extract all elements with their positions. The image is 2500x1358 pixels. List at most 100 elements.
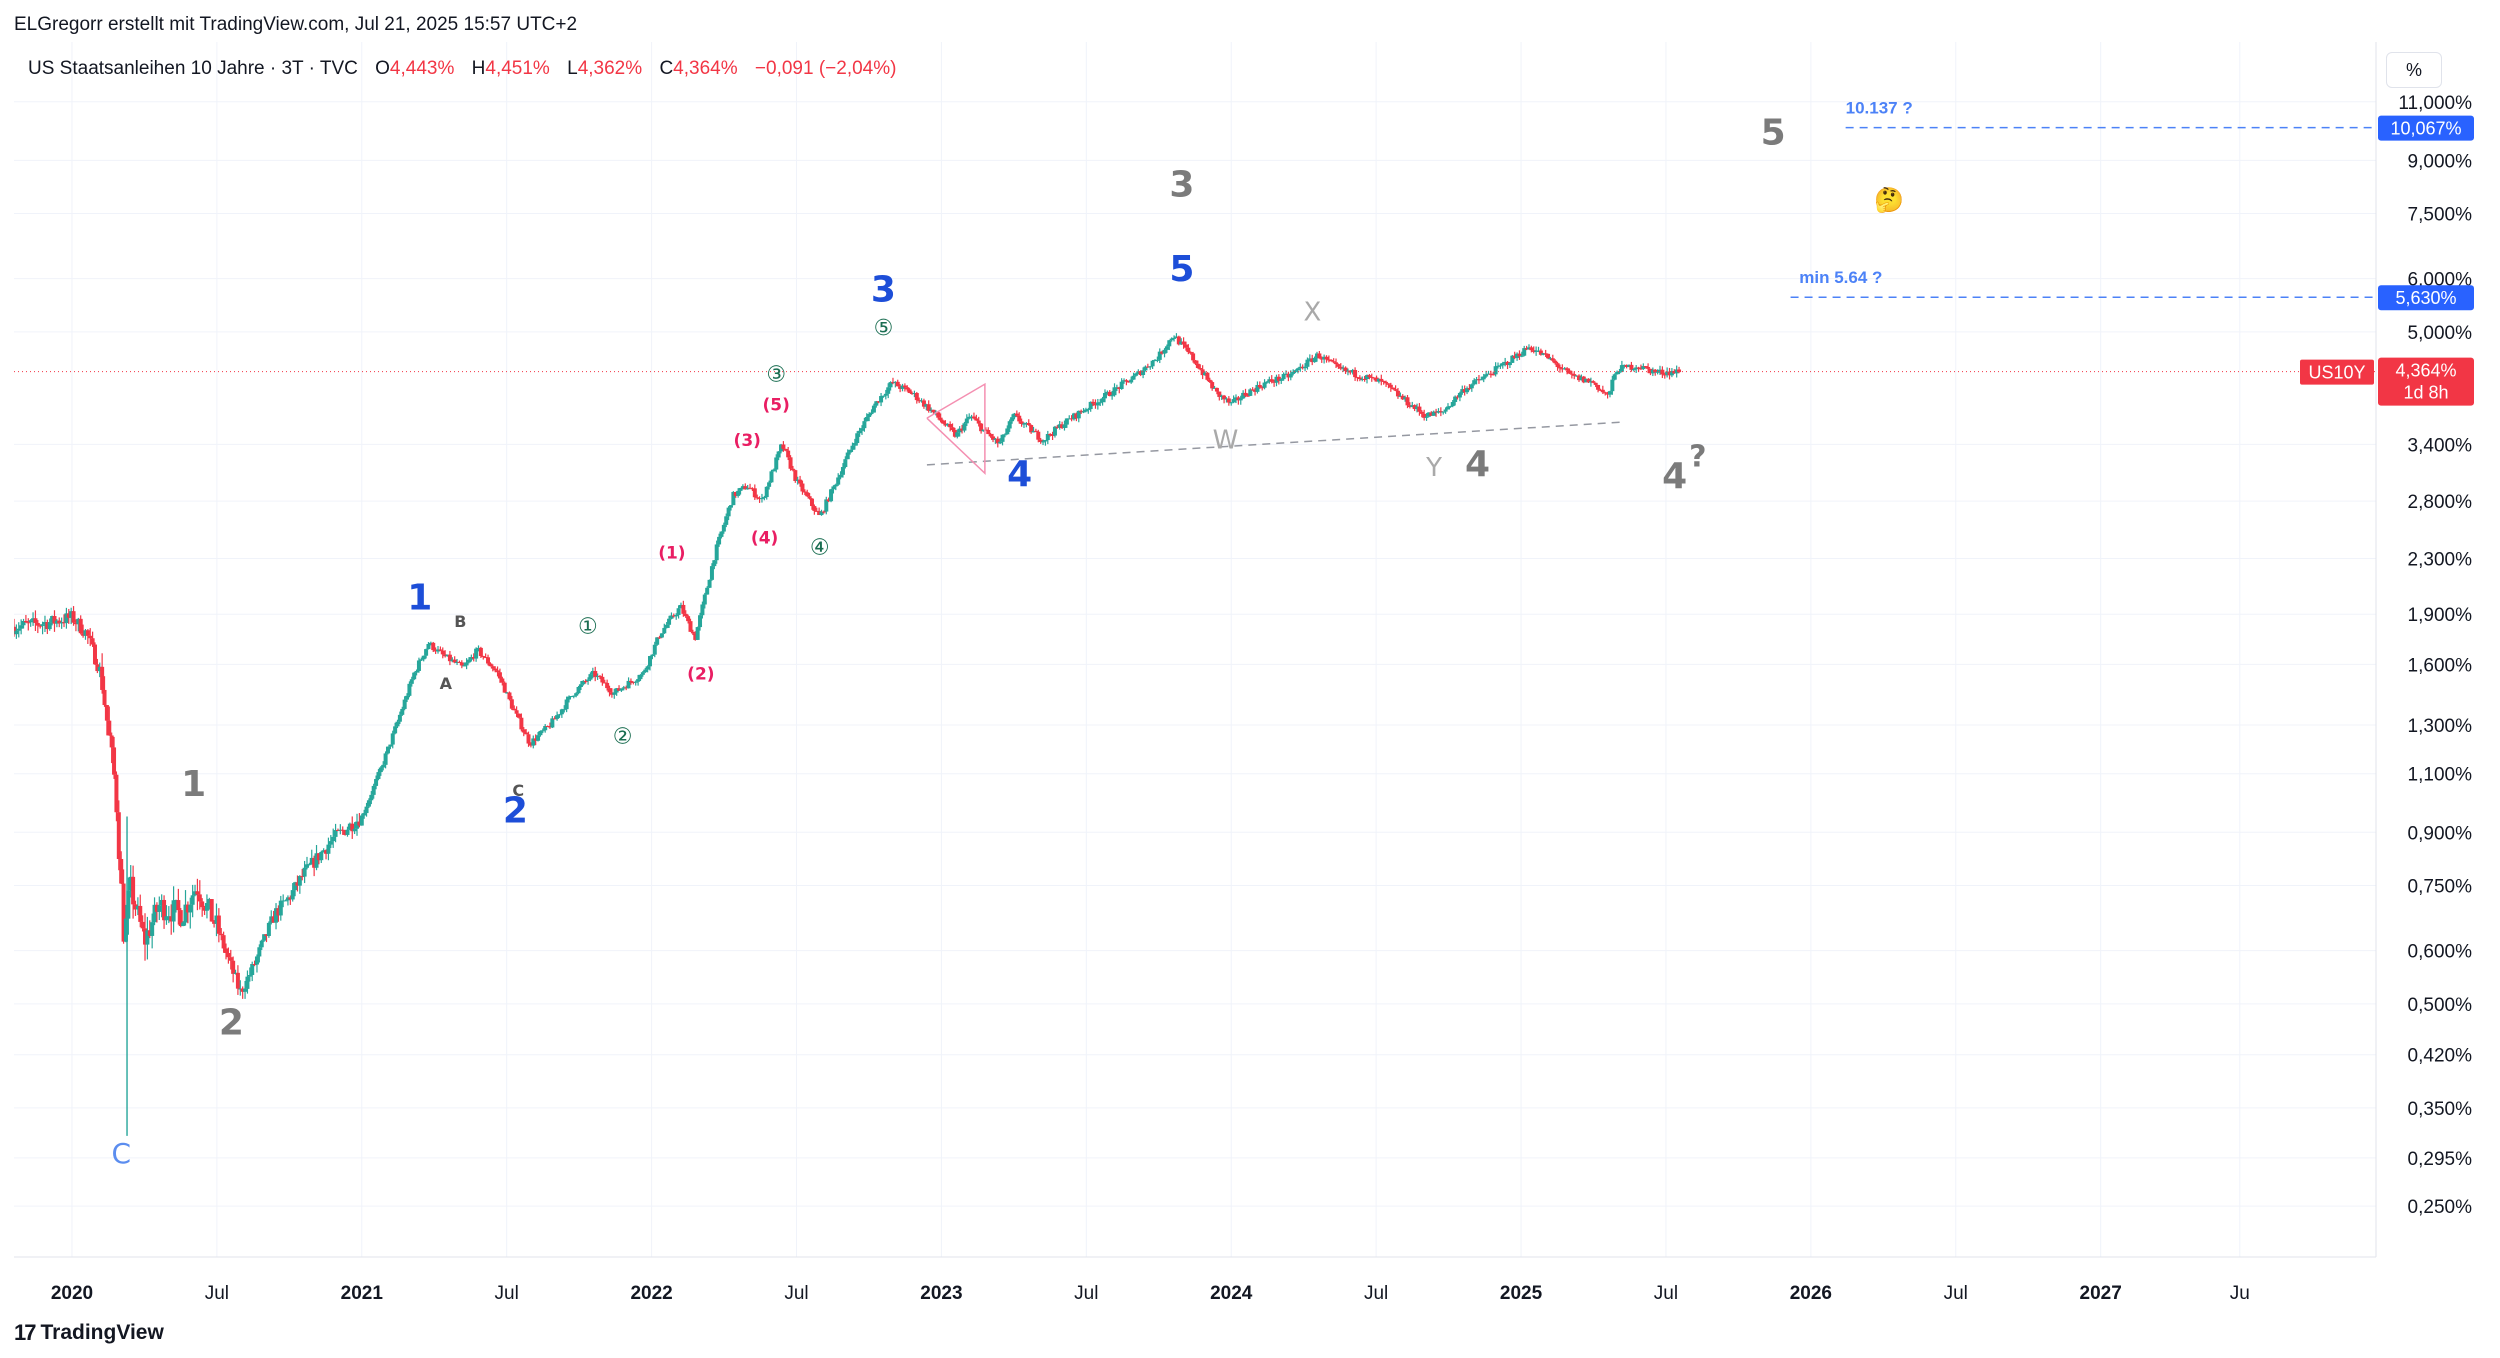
candle-body [176,900,181,911]
candle-body [128,876,133,891]
candle-body [1638,368,1643,370]
candle-body [1534,350,1539,352]
candle-body [1126,380,1131,383]
candle-body [1353,369,1358,378]
price-tick-label: 2,800% [2408,492,2473,513]
candle-body [1505,361,1510,366]
candle-body [767,482,772,487]
candle-body [140,921,145,929]
candle-body [1291,371,1296,374]
candle-body [143,928,148,945]
candle-body [407,683,412,696]
candle-body [1336,364,1341,367]
candle-body [545,726,550,728]
candle-body [1303,366,1308,369]
wave-label: 4 [1465,444,1490,485]
candle-body [228,957,233,961]
candle-body [593,670,598,678]
candle-body [1417,406,1422,412]
time-tick-label: Jul [1944,1283,1968,1304]
candle-body [388,744,393,747]
candle-body [574,693,579,696]
candle-body [924,404,929,407]
wave-label: ③ [766,362,786,387]
candle-body [1284,373,1289,375]
candle-body [216,915,221,934]
candle-body [85,630,90,636]
candle-body [659,633,664,638]
candle-body [819,511,824,516]
candle-body [721,524,726,532]
candle-body [1172,337,1177,339]
candle-body [809,498,814,507]
candle-body [1610,379,1615,392]
candle-body [1438,411,1443,413]
candle-body [1214,387,1219,392]
candle-body [1112,387,1117,396]
candle-body [66,613,71,618]
candle-body [440,650,445,655]
candle-body [1548,358,1553,360]
candle-body [343,830,348,835]
candle-body [1195,363,1200,369]
candle-body [426,644,431,650]
candle-body [1238,398,1243,401]
candle-body [614,688,619,693]
candle-body [1207,379,1212,383]
candles [14,333,1682,999]
candle-body [254,956,259,965]
candle-body [1555,363,1560,368]
candle-body [1376,378,1381,382]
time-tick-label: 2023 [920,1283,962,1304]
wave-label: 5 [1761,113,1786,154]
candle-body [900,385,905,389]
price-tick-label: 0,350% [2408,1099,2473,1120]
candle-body [1019,421,1024,424]
candle-body [455,661,460,663]
candle-body [519,717,524,730]
candle-body [1436,411,1441,413]
tradingview-footer[interactable]: 17 TradingView [14,1320,164,1346]
candle-body [731,491,736,506]
chart-pane[interactable]: 11,000% 9,000% 7,500% 6,000% 5,000% 3,400% 2,8… [14,42,2494,1314]
candle-body [1577,375,1582,381]
candle-body [700,604,705,616]
candle-body [474,648,479,659]
candle-body [28,620,33,623]
candle-body [481,656,486,658]
candle-body [681,604,686,614]
candle-body [800,483,805,492]
candle-body [1496,365,1501,367]
candle-body [1312,357,1317,363]
candle-body [1281,374,1286,380]
candle-body [1493,366,1498,375]
candle-body [78,618,83,634]
candle-body [793,470,798,481]
wave-label: 1 [407,578,432,619]
candle-body [852,443,857,446]
candle-body [1565,368,1570,371]
candle-body [540,730,545,732]
percent-scale-button[interactable]: % [2386,52,2442,88]
candle-body [626,680,631,689]
candle-body [1021,423,1026,425]
candle-body [1510,355,1515,363]
candle-body [1162,349,1167,354]
candle-body [938,417,943,421]
candle-body [1079,410,1084,412]
candle-body [1481,376,1486,380]
chart-canvas[interactable]: 11,000%9,000%7,500%6,000%5,000%3,400%2,8… [14,42,2494,1314]
candle-body [1010,417,1015,422]
candle-body [69,611,74,618]
tradingview-logo-icon: 17 [14,1320,37,1345]
candle-body [1072,413,1077,420]
candle-body [414,670,419,673]
symbol-title[interactable]: US Staatsanleihen 10 Jahre · 3T · TVC [28,58,358,79]
candle-body [1305,359,1310,367]
candle-body [952,430,957,437]
candle-body [1641,366,1646,370]
candle-body [728,505,733,508]
candle-body [1033,430,1038,432]
candle-body [1041,441,1046,443]
candle-body [974,418,979,421]
